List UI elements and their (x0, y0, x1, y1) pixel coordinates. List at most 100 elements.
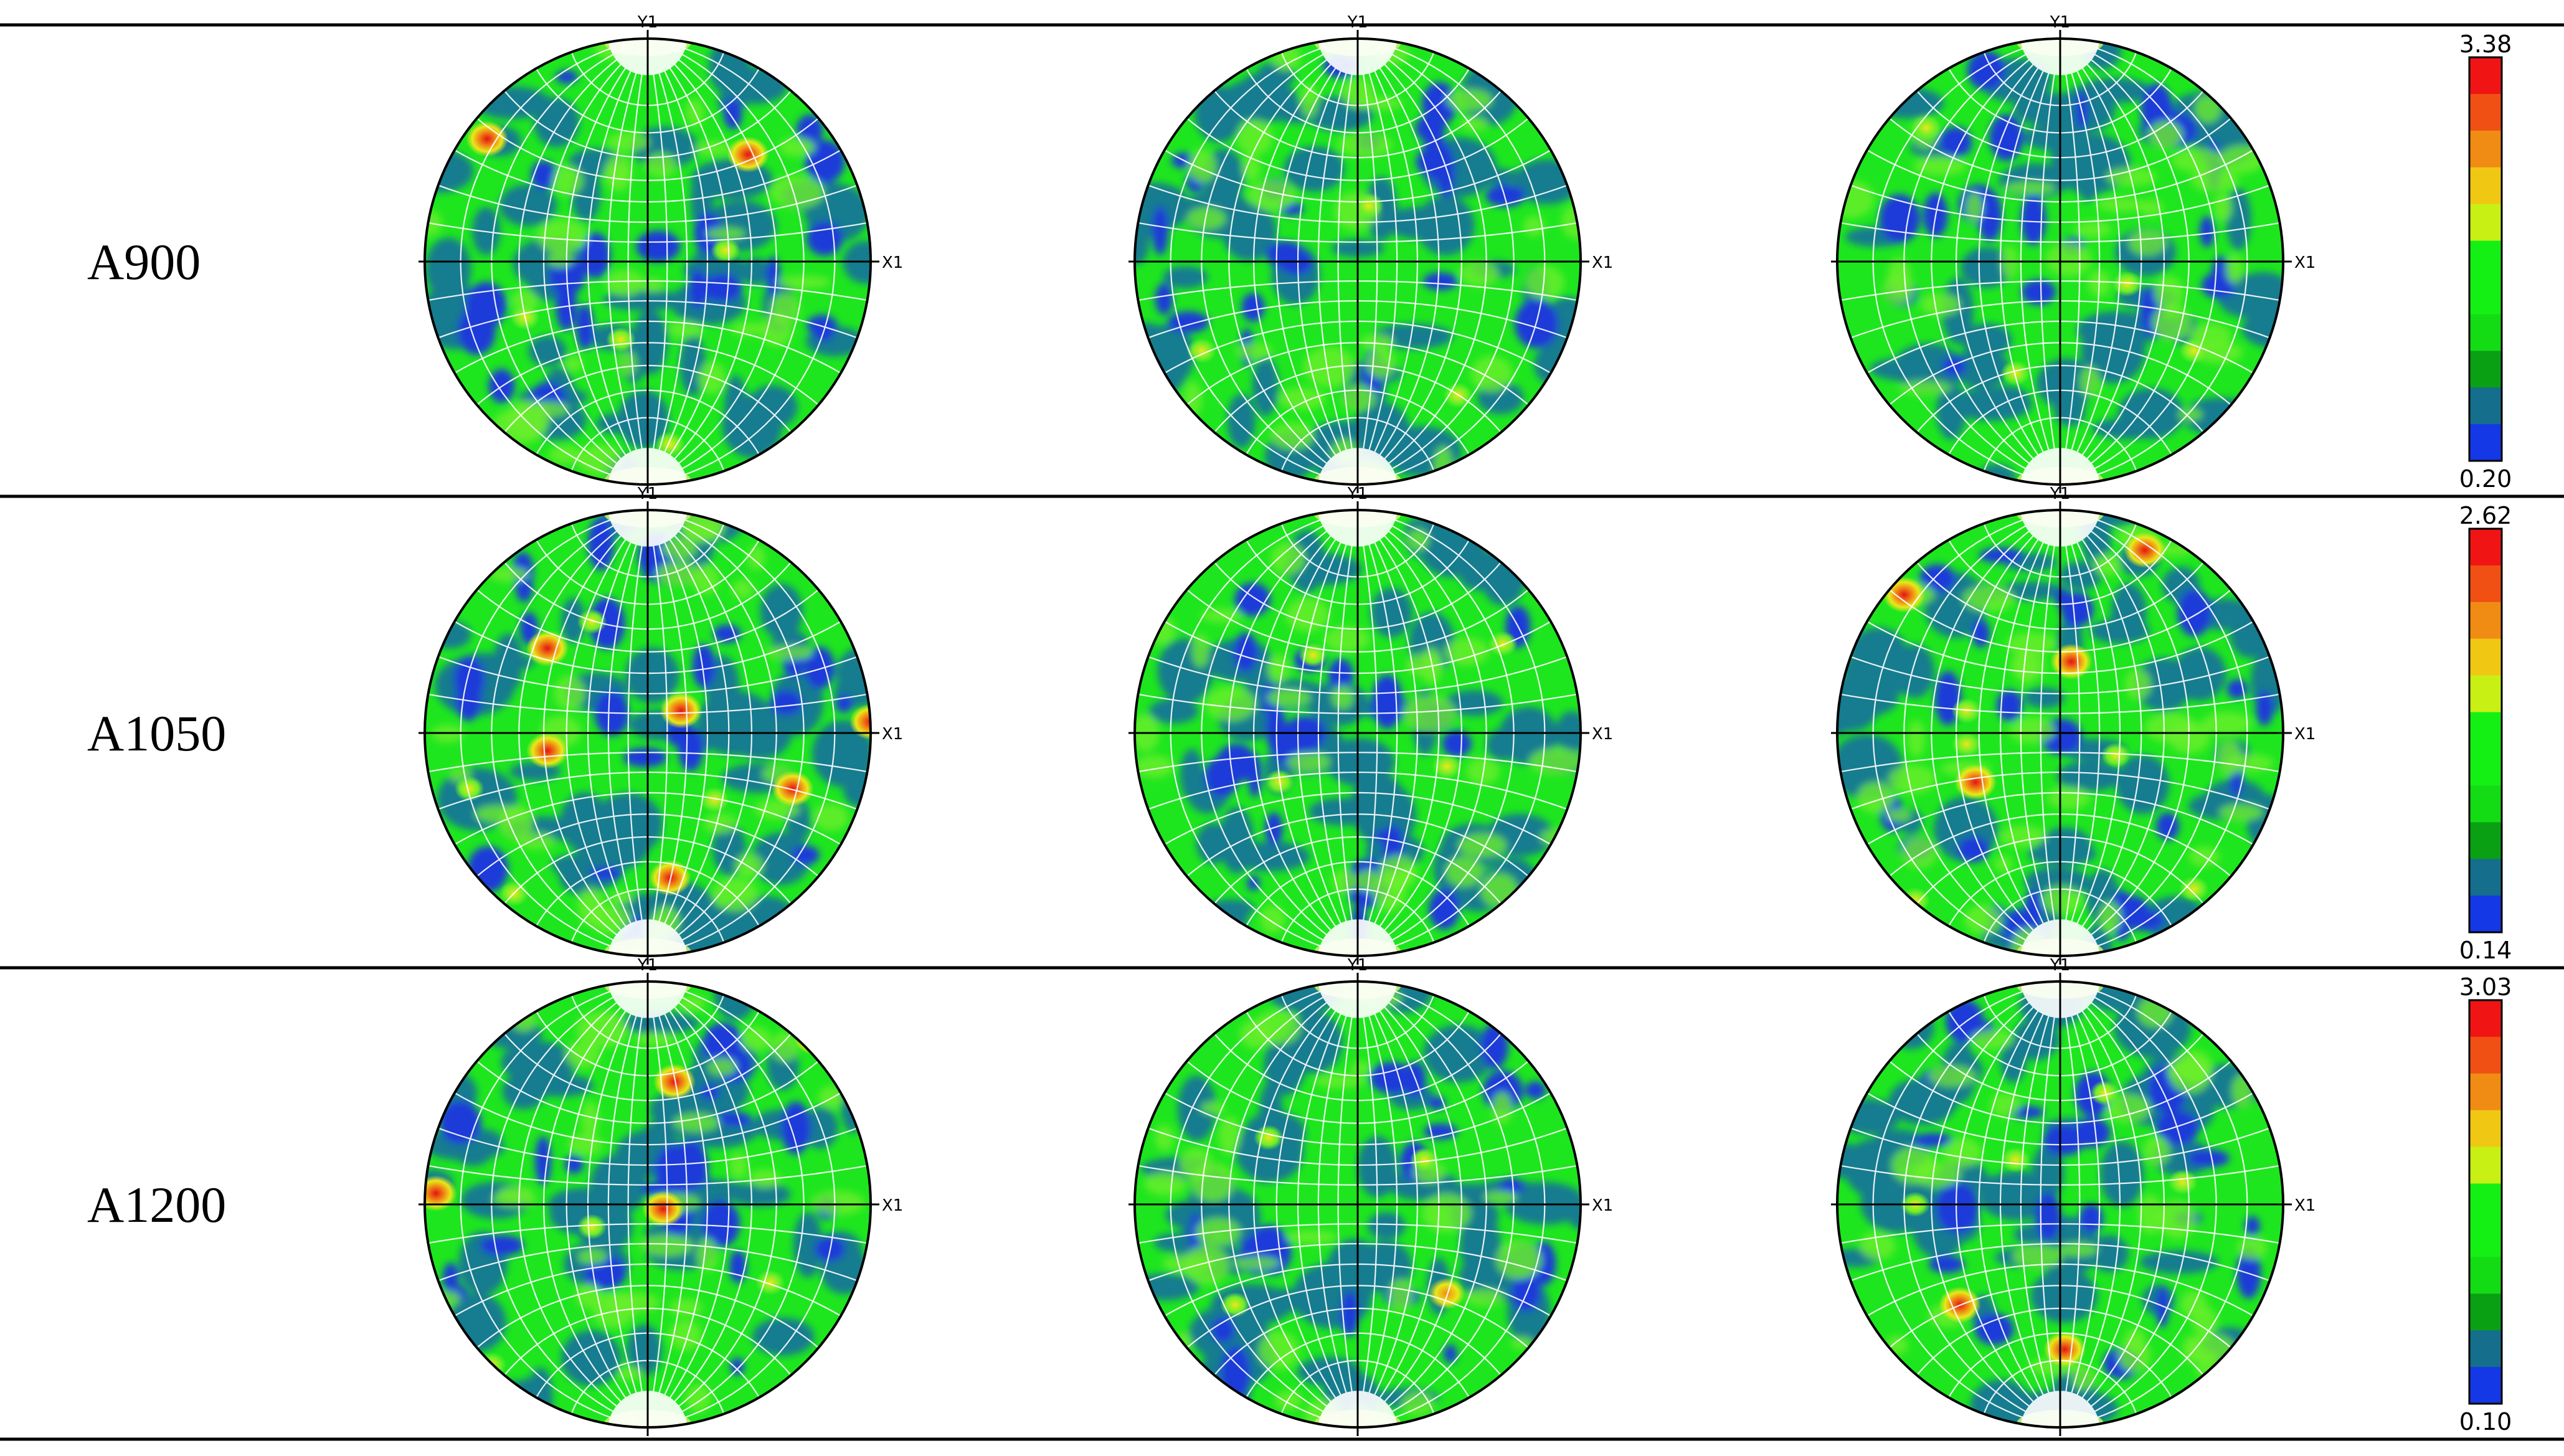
density-region-low (1163, 266, 1208, 288)
density-hotspot (577, 1214, 607, 1240)
figure-row: A900 Y1 X1 Y1 X1 Y1 X1 3.38 0.20 (87, 13, 2512, 493)
density-region-low (2090, 1235, 2129, 1272)
density-hotspot (2000, 360, 2031, 386)
colorbar-segment (2469, 1257, 2502, 1294)
colorbar-segment (2469, 896, 2502, 933)
density-region-mid (696, 1237, 718, 1272)
density-region-mid (1351, 1061, 1371, 1075)
density-region-min (623, 747, 667, 768)
density-region-mid (2017, 650, 2036, 685)
colorbar-segment (2469, 424, 2502, 461)
density-region-low (625, 647, 679, 703)
density-region-min (729, 1250, 747, 1283)
density-region-low (1844, 1139, 1900, 1197)
density-region-min (2177, 589, 2212, 636)
colorbar-segment (2469, 1110, 2502, 1148)
density-region-min (804, 646, 835, 689)
density-region-low (1284, 146, 1345, 192)
density-hotspot (660, 693, 702, 729)
density-region-min (701, 274, 743, 302)
density-region-min (1442, 730, 1472, 757)
density-region-mid (1999, 826, 2047, 847)
colorbar-segment (2469, 565, 2502, 603)
density-region-low (1569, 1209, 1581, 1231)
density-region-mid (749, 1169, 781, 1188)
density-region-mid (577, 887, 605, 925)
density-hotspot (1432, 754, 1462, 780)
density-region-min (1265, 812, 1283, 845)
density-region-mid (2225, 754, 2274, 772)
density-region-mid (1162, 1254, 1215, 1272)
pole-figure: Y1 X1 (1831, 956, 2316, 1436)
density-region-mid (1286, 752, 1331, 772)
x-axis-label: X1 (1592, 253, 1613, 272)
colorbar-frame (2468, 56, 2503, 462)
density-region-min (1427, 1096, 1446, 1110)
density-region-low (2076, 152, 2101, 202)
density-region-low (793, 1212, 823, 1278)
colorbar-segment (2469, 204, 2502, 241)
density-region-mid (1373, 872, 1406, 911)
density-region-mid (577, 1249, 608, 1265)
pole-figure: Y1 X1 (1831, 485, 2316, 965)
density-region-low (2100, 1141, 2144, 1207)
density-region-mid (1232, 1256, 1280, 1270)
density-region-mid (1149, 615, 1175, 645)
colorbar-segment (2469, 1367, 2502, 1404)
density-region-mid (740, 1026, 772, 1051)
density-region-mid (1525, 265, 1564, 300)
density-region-min (1241, 293, 1265, 322)
density-region-mid (747, 545, 765, 570)
density-region-low (1135, 1274, 1199, 1300)
density-region-low (751, 832, 811, 886)
colorbar-segment (2469, 1293, 2502, 1331)
density-region-mid (2045, 242, 2092, 277)
figure-rows: A900 Y1 X1 Y1 X1 Y1 X1 3.38 0.20 A1050 Y1 X1 Y1 X1 Y1 X… (87, 13, 2512, 1436)
density-region-mid (729, 1152, 747, 1179)
density-region-min (467, 846, 508, 893)
density-region-low (1888, 1077, 1957, 1125)
density-region-mid (2192, 1306, 2218, 1337)
colorbar-max-label: 3.38 (2459, 31, 2512, 58)
density-region-mid (1186, 207, 1226, 230)
density-region-mid (2003, 181, 2056, 195)
pole-figure: Y1 X1 (1128, 13, 1613, 493)
density-region-min (1152, 206, 1168, 255)
density-hotspot (849, 704, 871, 740)
density-region-mid (576, 1283, 602, 1309)
density-region-low (1177, 1075, 1216, 1142)
density-region-low (2111, 583, 2147, 643)
density-region-low (760, 584, 803, 640)
density-region-low (1252, 356, 1279, 417)
colorbar-segment (2469, 314, 2502, 351)
density-region-min (1946, 999, 1984, 1043)
density-region-mid (668, 321, 703, 339)
density-region-mid (606, 132, 650, 152)
density-region-low (1896, 644, 1935, 698)
density-region-mid (1407, 528, 1429, 551)
density-region-mid (760, 313, 792, 347)
density-region-mid (2194, 94, 2221, 123)
density-region-mid (1277, 387, 1326, 410)
x-axis-label: X1 (2294, 253, 2316, 272)
colorbar-segment (2469, 675, 2502, 712)
density-region-min (702, 1200, 740, 1247)
colorbar-segment (2469, 859, 2502, 896)
density-region-min (1369, 1062, 1414, 1094)
density-hotspot (755, 1269, 785, 1295)
density-region-mid (1254, 1009, 1301, 1046)
density-region-min (636, 230, 681, 262)
density-region-mid (2154, 276, 2184, 310)
density-region-mid (1496, 1240, 1543, 1280)
density-region-mid (1285, 598, 1330, 632)
density-region-low (1371, 587, 1412, 638)
density-region-mid (732, 579, 754, 599)
density-hotspot (2167, 1169, 2198, 1195)
density-region-mid (2138, 199, 2164, 217)
density-region-low (1942, 278, 1974, 344)
density-region-min (1328, 658, 1354, 691)
colorbar-max-label: 3.03 (2459, 973, 2512, 1001)
density-region-mid (552, 165, 584, 196)
density-region-mid (634, 1032, 676, 1046)
x-axis-label: X1 (2294, 725, 2316, 744)
